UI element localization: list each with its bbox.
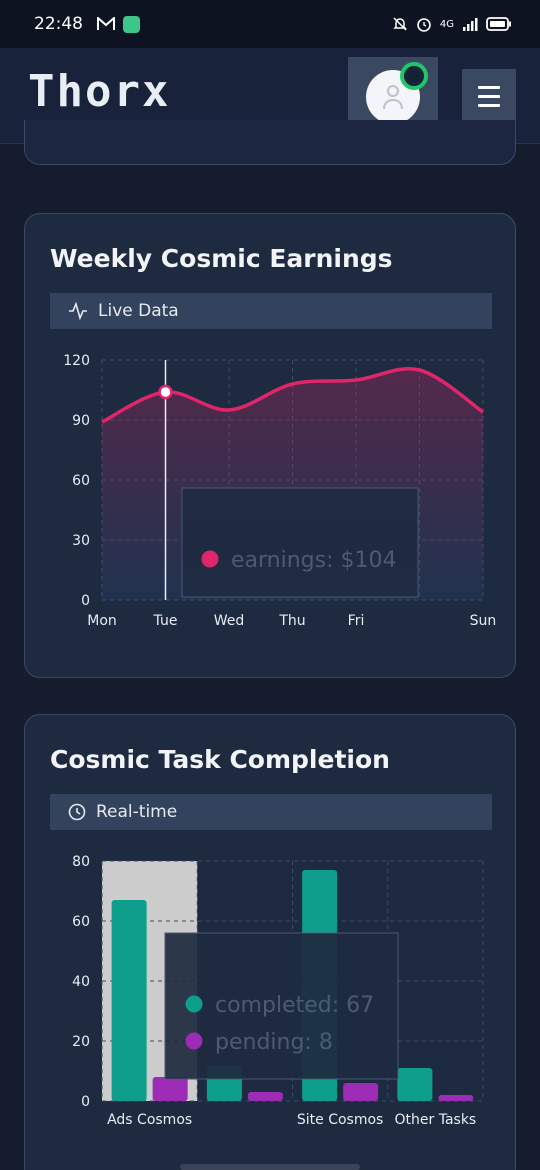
network-label: 4G (439, 18, 454, 30)
tasks-title: Cosmic Task Completion (50, 745, 390, 774)
earnings-x-tick: Wed (214, 613, 245, 629)
tasks-bar-pending (247, 1092, 283, 1101)
menu-button[interactable] (462, 69, 516, 123)
hamburger-icon (478, 85, 500, 89)
earnings-y-tick: 30 (72, 533, 90, 549)
earnings-x-tick: Mon (87, 613, 117, 629)
tasks-bar-completed (397, 1068, 433, 1101)
earnings-title: Weekly Cosmic Earnings (50, 244, 393, 273)
tasks-tooltip-box (164, 932, 399, 1080)
home-indicator (180, 1164, 360, 1170)
tasks-tooltip-dot-completed (185, 995, 203, 1013)
real-time-badge: Real-time (50, 794, 492, 830)
earnings-x-tick: Thu (278, 613, 305, 629)
tasks-bar-pending (438, 1095, 474, 1101)
battery-icon (486, 17, 511, 31)
earnings-x-tick: Fri (348, 613, 365, 629)
tasks-y-tick: 60 (72, 914, 90, 930)
status-bar: 22:48 4G (0, 0, 540, 48)
activity-icon (69, 302, 87, 320)
earnings-y-tick: 60 (72, 473, 90, 489)
earnings-x-tick: Sun (470, 613, 497, 629)
earnings-y-tick: 120 (63, 353, 90, 369)
tasks-y-tick: 0 (81, 1094, 90, 1110)
earnings-tooltip-dot (201, 550, 219, 568)
weekly-earnings-card: Weekly Cosmic Earnings Live Data 0 30 60 90… (24, 213, 516, 678)
tasks-bar-pending (343, 1083, 379, 1101)
earnings-chart[interactable]: 0 30 60 90 120 Mon Tue Wed Thu Fri Sun earnings: $1… (25, 214, 517, 679)
signal-icon (463, 18, 478, 31)
phone-call-icon (123, 15, 140, 33)
earnings-tooltip-label: earnings: $104 (231, 548, 397, 573)
tasks-tooltip-dot-pending (185, 1032, 203, 1050)
user-icon (383, 85, 403, 110)
earnings-tooltip-box (181, 487, 419, 598)
online-status-indicator (400, 62, 428, 90)
tasks-y-tick: 20 (72, 1034, 90, 1050)
tasks-chart[interactable]: 0 20 40 60 80 Ads Cosmos Site Cosmos Other Task… (25, 715, 517, 1170)
alarm-icon (417, 18, 431, 32)
tasks-tooltip: completed: 67 pending: 8 (164, 932, 399, 1080)
tasks-bar-pending (152, 1077, 188, 1101)
tasks-y-tick: 40 (72, 974, 90, 990)
bell-off-icon (393, 17, 407, 31)
task-completion-card: Cosmic Task Completion Real-time 0 20 40 60… (24, 714, 516, 1170)
tasks-x-tick: Site Cosmos (297, 1112, 383, 1128)
tasks-bar-completed (111, 900, 147, 1101)
earnings-y-tick: 90 (72, 413, 90, 429)
live-data-badge: Live Data (50, 293, 492, 329)
tasks-tooltip-pending: pending: 8 (215, 1030, 333, 1055)
real-time-label: Real-time (96, 802, 178, 822)
earnings-y-tick: 0 (81, 593, 90, 609)
app-logo[interactable]: Thorx (28, 66, 171, 117)
live-data-label: Live Data (98, 301, 179, 321)
tasks-x-tick: Ads Cosmos (107, 1112, 192, 1128)
earnings-x-tick: Tue (153, 613, 178, 629)
tasks-x-tick: Other Tasks (395, 1112, 477, 1128)
previous-card-edge (24, 120, 516, 165)
status-time: 22:48 (34, 14, 83, 34)
earnings-tooltip: earnings: $104 (181, 487, 419, 598)
clock-icon (68, 803, 86, 821)
gmail-icon (97, 17, 115, 30)
tasks-tooltip-completed: completed: 67 (215, 993, 374, 1018)
tasks-y-tick: 80 (72, 854, 90, 870)
earnings-active-point (158, 384, 173, 400)
